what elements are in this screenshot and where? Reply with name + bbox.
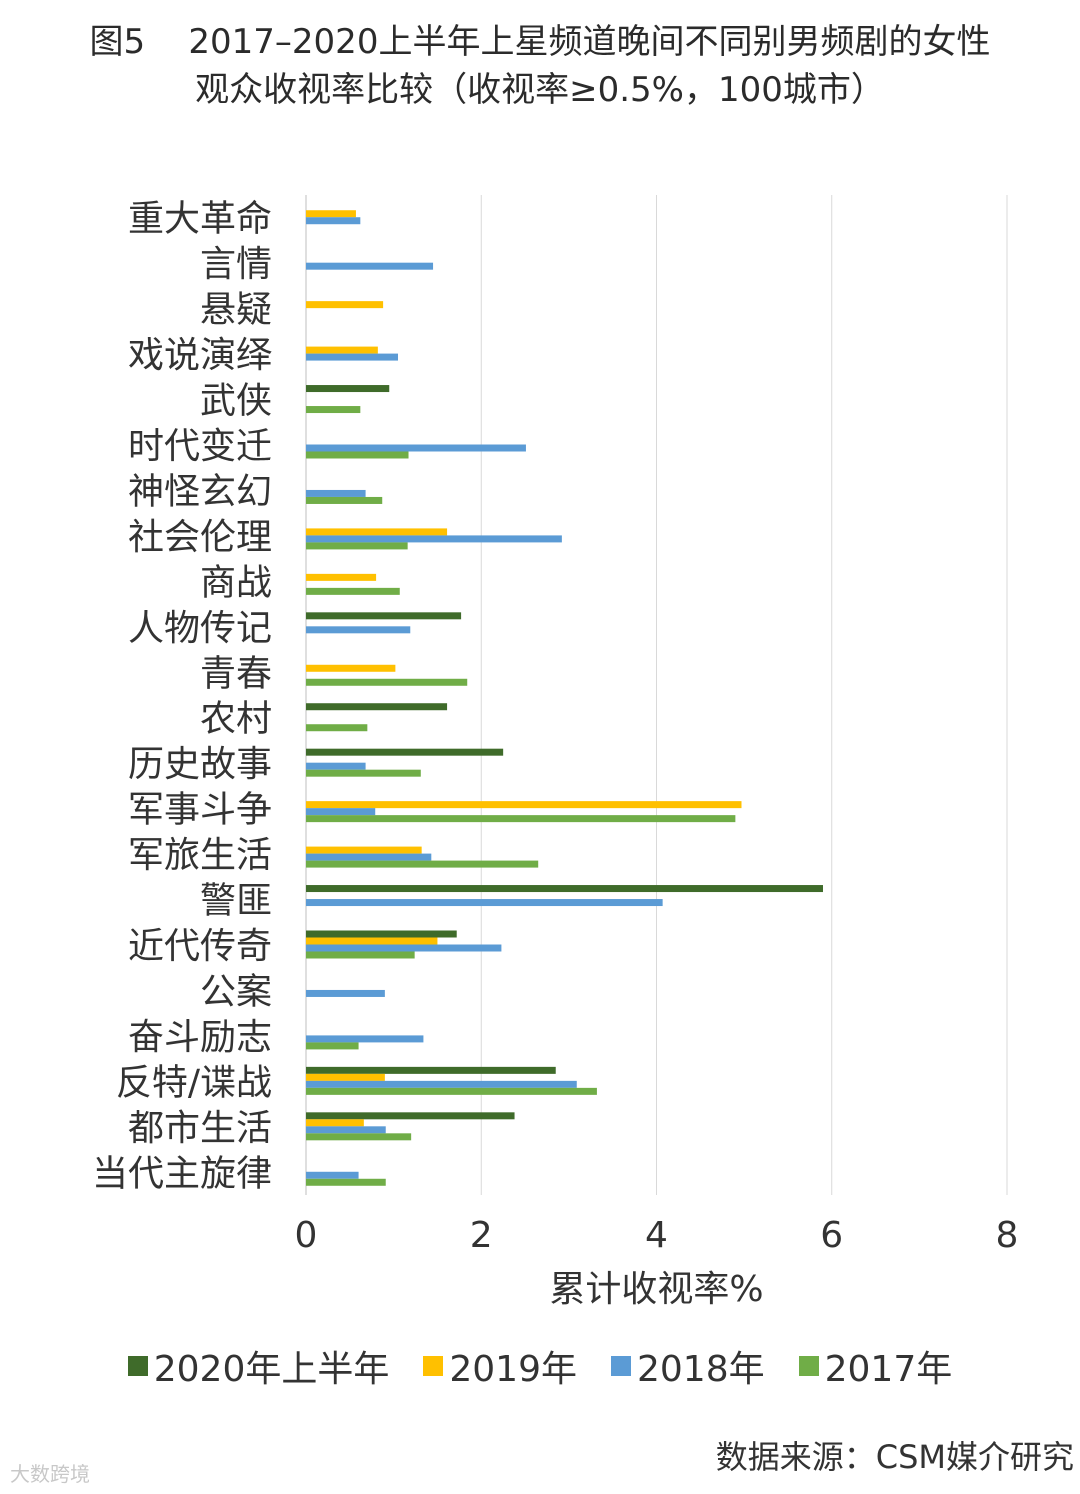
bar <box>306 1035 424 1043</box>
bar <box>306 262 434 270</box>
category-label: 奋斗励志 <box>128 1017 272 1058</box>
bar <box>306 535 562 543</box>
bar <box>306 353 399 361</box>
category-label: 社会伦理 <box>128 517 272 558</box>
category-label: 悬疑 <box>200 290 272 331</box>
legend-swatch <box>423 1356 444 1376</box>
legend-swatch <box>798 1356 819 1376</box>
bar <box>306 496 383 504</box>
category-label: 神怪玄幻 <box>128 471 272 512</box>
category-label: 军事斗争 <box>128 790 272 831</box>
chart-title: 图5 2017–2020上半年上星频道晚间不同别男频剧的女性 观众收视率比较（收… <box>0 18 1080 114</box>
bar <box>306 937 438 945</box>
bar <box>306 846 422 854</box>
bar <box>306 385 390 393</box>
legend-item: 2019年 <box>423 1340 577 1392</box>
bar <box>306 612 462 620</box>
bar <box>306 528 448 536</box>
x-tick-label: 4 <box>645 1215 668 1256</box>
bar <box>306 587 400 595</box>
watermark: 大数跨境 <box>10 1462 90 1486</box>
chart-title-line2: 观众收视率比较（收视率≥0.5%，100城市） <box>195 70 885 110</box>
bar <box>306 406 361 414</box>
category-label: 农村 <box>200 699 272 740</box>
bar <box>306 626 411 634</box>
x-axis-title: 累计收视率% <box>549 1269 763 1310</box>
bar <box>306 769 421 777</box>
bar <box>306 664 396 672</box>
chart-title-line1: 图5 2017–2020上半年上星频道晚间不同别男频剧的女性 <box>89 22 991 62</box>
bar <box>306 989 385 997</box>
x-tick-label: 2 <box>470 1215 493 1256</box>
bar <box>306 1178 386 1186</box>
bar <box>306 815 736 823</box>
legend-label: 2020年上半年 <box>153 1349 390 1390</box>
category-label: 警匪 <box>200 881 272 922</box>
bar <box>306 1171 359 1179</box>
bar <box>306 1126 386 1134</box>
legend-swatch <box>127 1356 148 1376</box>
bar <box>306 451 409 459</box>
bar <box>306 944 502 952</box>
bar <box>306 951 415 959</box>
bar <box>306 346 378 354</box>
bar <box>306 444 526 452</box>
bar <box>306 808 376 816</box>
legend-label: 2018年 <box>637 1349 765 1390</box>
bar <box>306 762 366 770</box>
x-tick-label: 6 <box>820 1215 843 1256</box>
bar <box>306 853 432 861</box>
x-tick-label: 8 <box>996 1215 1019 1256</box>
bar <box>306 1133 412 1141</box>
category-label: 近代传奇 <box>128 926 272 967</box>
category-label: 言情 <box>200 244 272 285</box>
category-label: 人物传记 <box>128 608 272 649</box>
legend-swatch <box>611 1356 631 1376</box>
bar <box>306 930 457 938</box>
bar <box>306 489 366 497</box>
bar <box>306 860 539 868</box>
legend-item: 2017年 <box>798 1340 953 1392</box>
legend-label: 2017年 <box>824 1349 953 1390</box>
legend-item: 2018年 <box>611 1340 765 1392</box>
chart-legend: 2020年上半年 2019年 2018年 2017年 <box>0 1340 1080 1392</box>
category-label: 公案 <box>200 971 272 1012</box>
category-label: 历史故事 <box>128 744 272 785</box>
bar <box>306 724 368 732</box>
legend-item: 2020年上半年 <box>127 1340 390 1392</box>
legend-label: 2019年 <box>449 1349 577 1390</box>
bar <box>306 1042 359 1050</box>
bar <box>306 1119 364 1127</box>
category-label: 都市生活 <box>128 1108 272 1149</box>
category-label: 戏说演绎 <box>128 335 272 376</box>
category-label: 武侠 <box>200 381 272 422</box>
bar <box>306 899 663 907</box>
category-label: 反特/谍战 <box>116 1062 272 1103</box>
category-label: 军旅生活 <box>128 835 272 876</box>
bar <box>306 217 361 225</box>
x-tick-label: 0 <box>295 1215 318 1256</box>
bar <box>306 301 384 309</box>
bar <box>306 801 742 809</box>
category-label: 商战 <box>200 562 272 603</box>
bar <box>306 542 408 550</box>
category-label: 当代主旋律 <box>92 1153 272 1194</box>
bar <box>306 703 448 711</box>
category-label: 重大革命 <box>128 199 272 240</box>
bar <box>306 1080 577 1088</box>
bar <box>306 1073 385 1081</box>
bar <box>306 885 823 893</box>
bar <box>306 748 504 756</box>
bar <box>306 1112 515 1120</box>
data-source: 数据来源：CSM媒介研究 <box>715 1438 1074 1476</box>
bar <box>306 1066 556 1074</box>
bar <box>306 210 356 218</box>
bar <box>306 1087 597 1095</box>
category-label: 青春 <box>200 653 272 694</box>
category-label: 时代变迁 <box>128 426 272 467</box>
bar <box>306 573 377 581</box>
bar <box>306 678 468 686</box>
